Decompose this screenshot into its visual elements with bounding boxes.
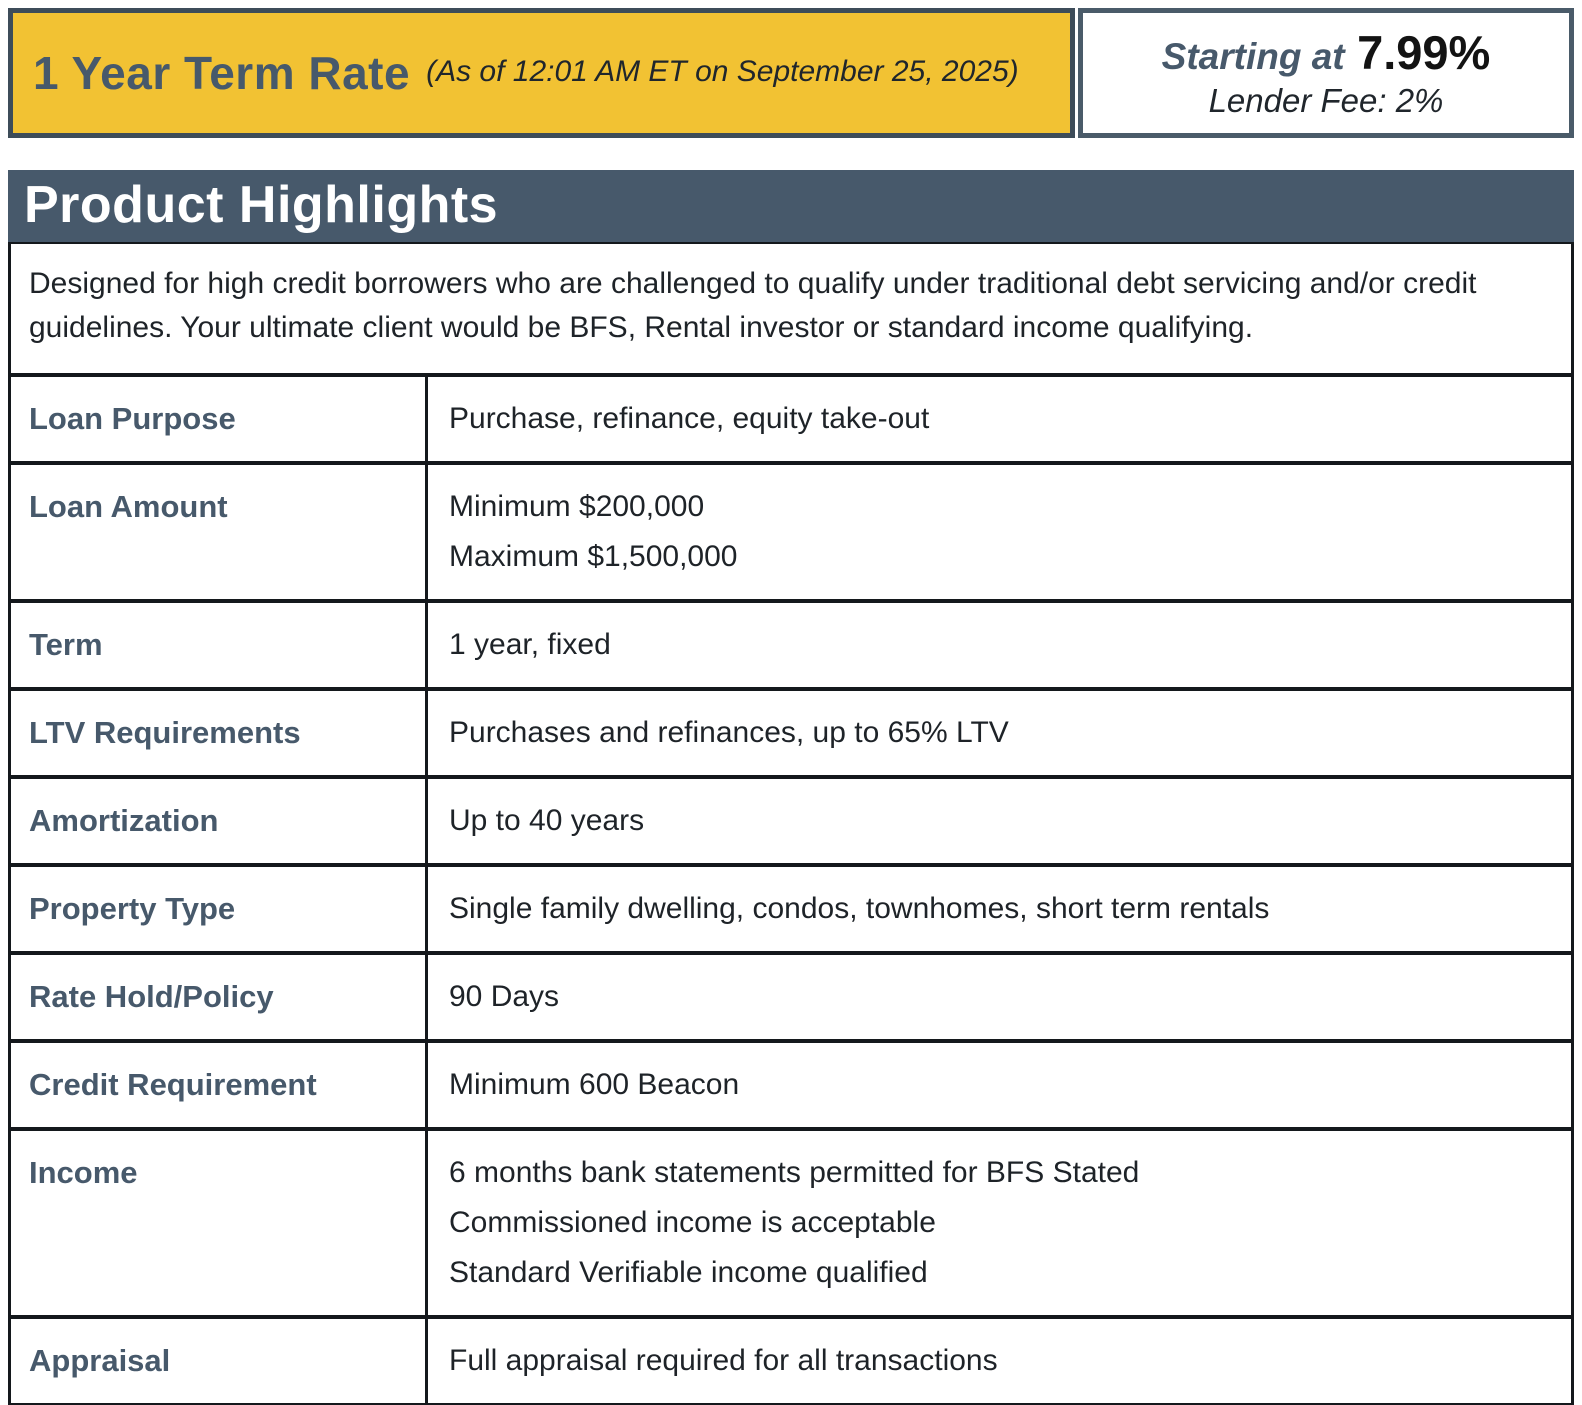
- product-highlights-header: Product Highlights: [8, 170, 1574, 242]
- value-line: Standard Verifiable income qualified: [449, 1256, 928, 1289]
- row-label: LTV Requirements: [11, 691, 428, 775]
- table-row: Appraisal Full appraisal required for al…: [11, 1315, 1571, 1403]
- table-row: Loan Purpose Purchase, refinance, equity…: [11, 373, 1571, 461]
- row-label: Rate Hold/Policy: [11, 955, 428, 1039]
- row-value: Full appraisal required for all transact…: [428, 1319, 1571, 1403]
- value-line: 6 months bank statements permitted for B…: [449, 1156, 1140, 1189]
- row-value: Minimum 600 Beacon: [428, 1043, 1571, 1127]
- value-line: Purchase, refinance, equity take-out: [449, 402, 930, 435]
- rate-banner-row: 1 Year Term Rate (As of 12:01 AM ET on S…: [8, 8, 1574, 138]
- product-intro-paragraph: Designed for high credit borrowers who a…: [29, 267, 1477, 344]
- table-row: Income 6 months bank statements permitte…: [11, 1127, 1571, 1315]
- row-value: 1 year, fixed: [428, 603, 1571, 687]
- starting-at-label: Starting at: [1161, 36, 1345, 77]
- row-value: Single family dwelling, condos, townhome…: [428, 867, 1571, 951]
- table-row: Credit Requirement Minimum 600 Beacon: [11, 1039, 1571, 1127]
- value-line: Commissioned income is acceptable: [449, 1206, 936, 1239]
- row-label: Loan Purpose: [11, 377, 428, 461]
- value-line: 90 Days: [449, 980, 560, 1013]
- row-value: Purchases and refinances, up to 65% LTV: [428, 691, 1571, 775]
- value-line: Maximum $1,500,000: [449, 540, 738, 573]
- rate-box: Starting at 7.99% Lender Fee: 2%: [1078, 8, 1574, 138]
- table-row: Rate Hold/Policy 90 Days: [11, 951, 1571, 1039]
- value-line: Purchases and refinances, up to 65% LTV: [449, 716, 1009, 749]
- lender-fee: Lender Fee: 2%: [1208, 82, 1444, 120]
- value-line: 1 year, fixed: [449, 628, 611, 661]
- value-line: Minimum 600 Beacon: [449, 1068, 740, 1101]
- rate-value: 7.99%: [1357, 26, 1491, 79]
- value-line: Full appraisal required for all transact…: [449, 1344, 998, 1377]
- row-value: Up to 40 years: [428, 779, 1571, 863]
- row-value: 6 months bank statements permitted for B…: [428, 1131, 1571, 1315]
- table-row: Loan Amount Minimum $200,000 Maximum $1,5…: [11, 461, 1571, 599]
- value-line: Single family dwelling, condos, townhome…: [449, 892, 1270, 925]
- table-row: Term 1 year, fixed: [11, 599, 1571, 687]
- value-line: Up to 40 years: [449, 804, 645, 837]
- row-label: Amortization: [11, 779, 428, 863]
- starting-rate-line: Starting at 7.99%: [1162, 26, 1491, 80]
- row-value: Purchase, refinance, equity take-out: [428, 377, 1571, 461]
- table-row: Property Type Single family dwelling, co…: [11, 863, 1571, 951]
- row-label: Income: [11, 1131, 428, 1315]
- row-label: Appraisal: [11, 1319, 428, 1403]
- table-row: LTV Requirements Purchases and refinance…: [11, 687, 1571, 775]
- table-row: Amortization Up to 40 years: [11, 775, 1571, 863]
- row-label: Property Type: [11, 867, 428, 951]
- product-table: Loan Purpose Purchase, refinance, equity…: [11, 373, 1571, 1403]
- row-label: Loan Amount: [11, 465, 428, 599]
- value-line: Minimum $200,000: [449, 490, 705, 523]
- row-label: Credit Requirement: [11, 1043, 428, 1127]
- term-rate-title: 1 Year Term Rate: [33, 47, 411, 99]
- term-rate-banner: 1 Year Term Rate (As of 12:01 AM ET on S…: [8, 8, 1075, 138]
- product-highlights-box: Designed for high credit borrowers who a…: [8, 242, 1574, 1405]
- row-value: Minimum $200,000 Maximum $1,500,000: [428, 465, 1571, 599]
- row-label: Term: [11, 603, 428, 687]
- row-value: 90 Days: [428, 955, 1571, 1039]
- rate-as-of-date: (As of 12:01 AM ET on September 25, 2025…: [426, 55, 1019, 88]
